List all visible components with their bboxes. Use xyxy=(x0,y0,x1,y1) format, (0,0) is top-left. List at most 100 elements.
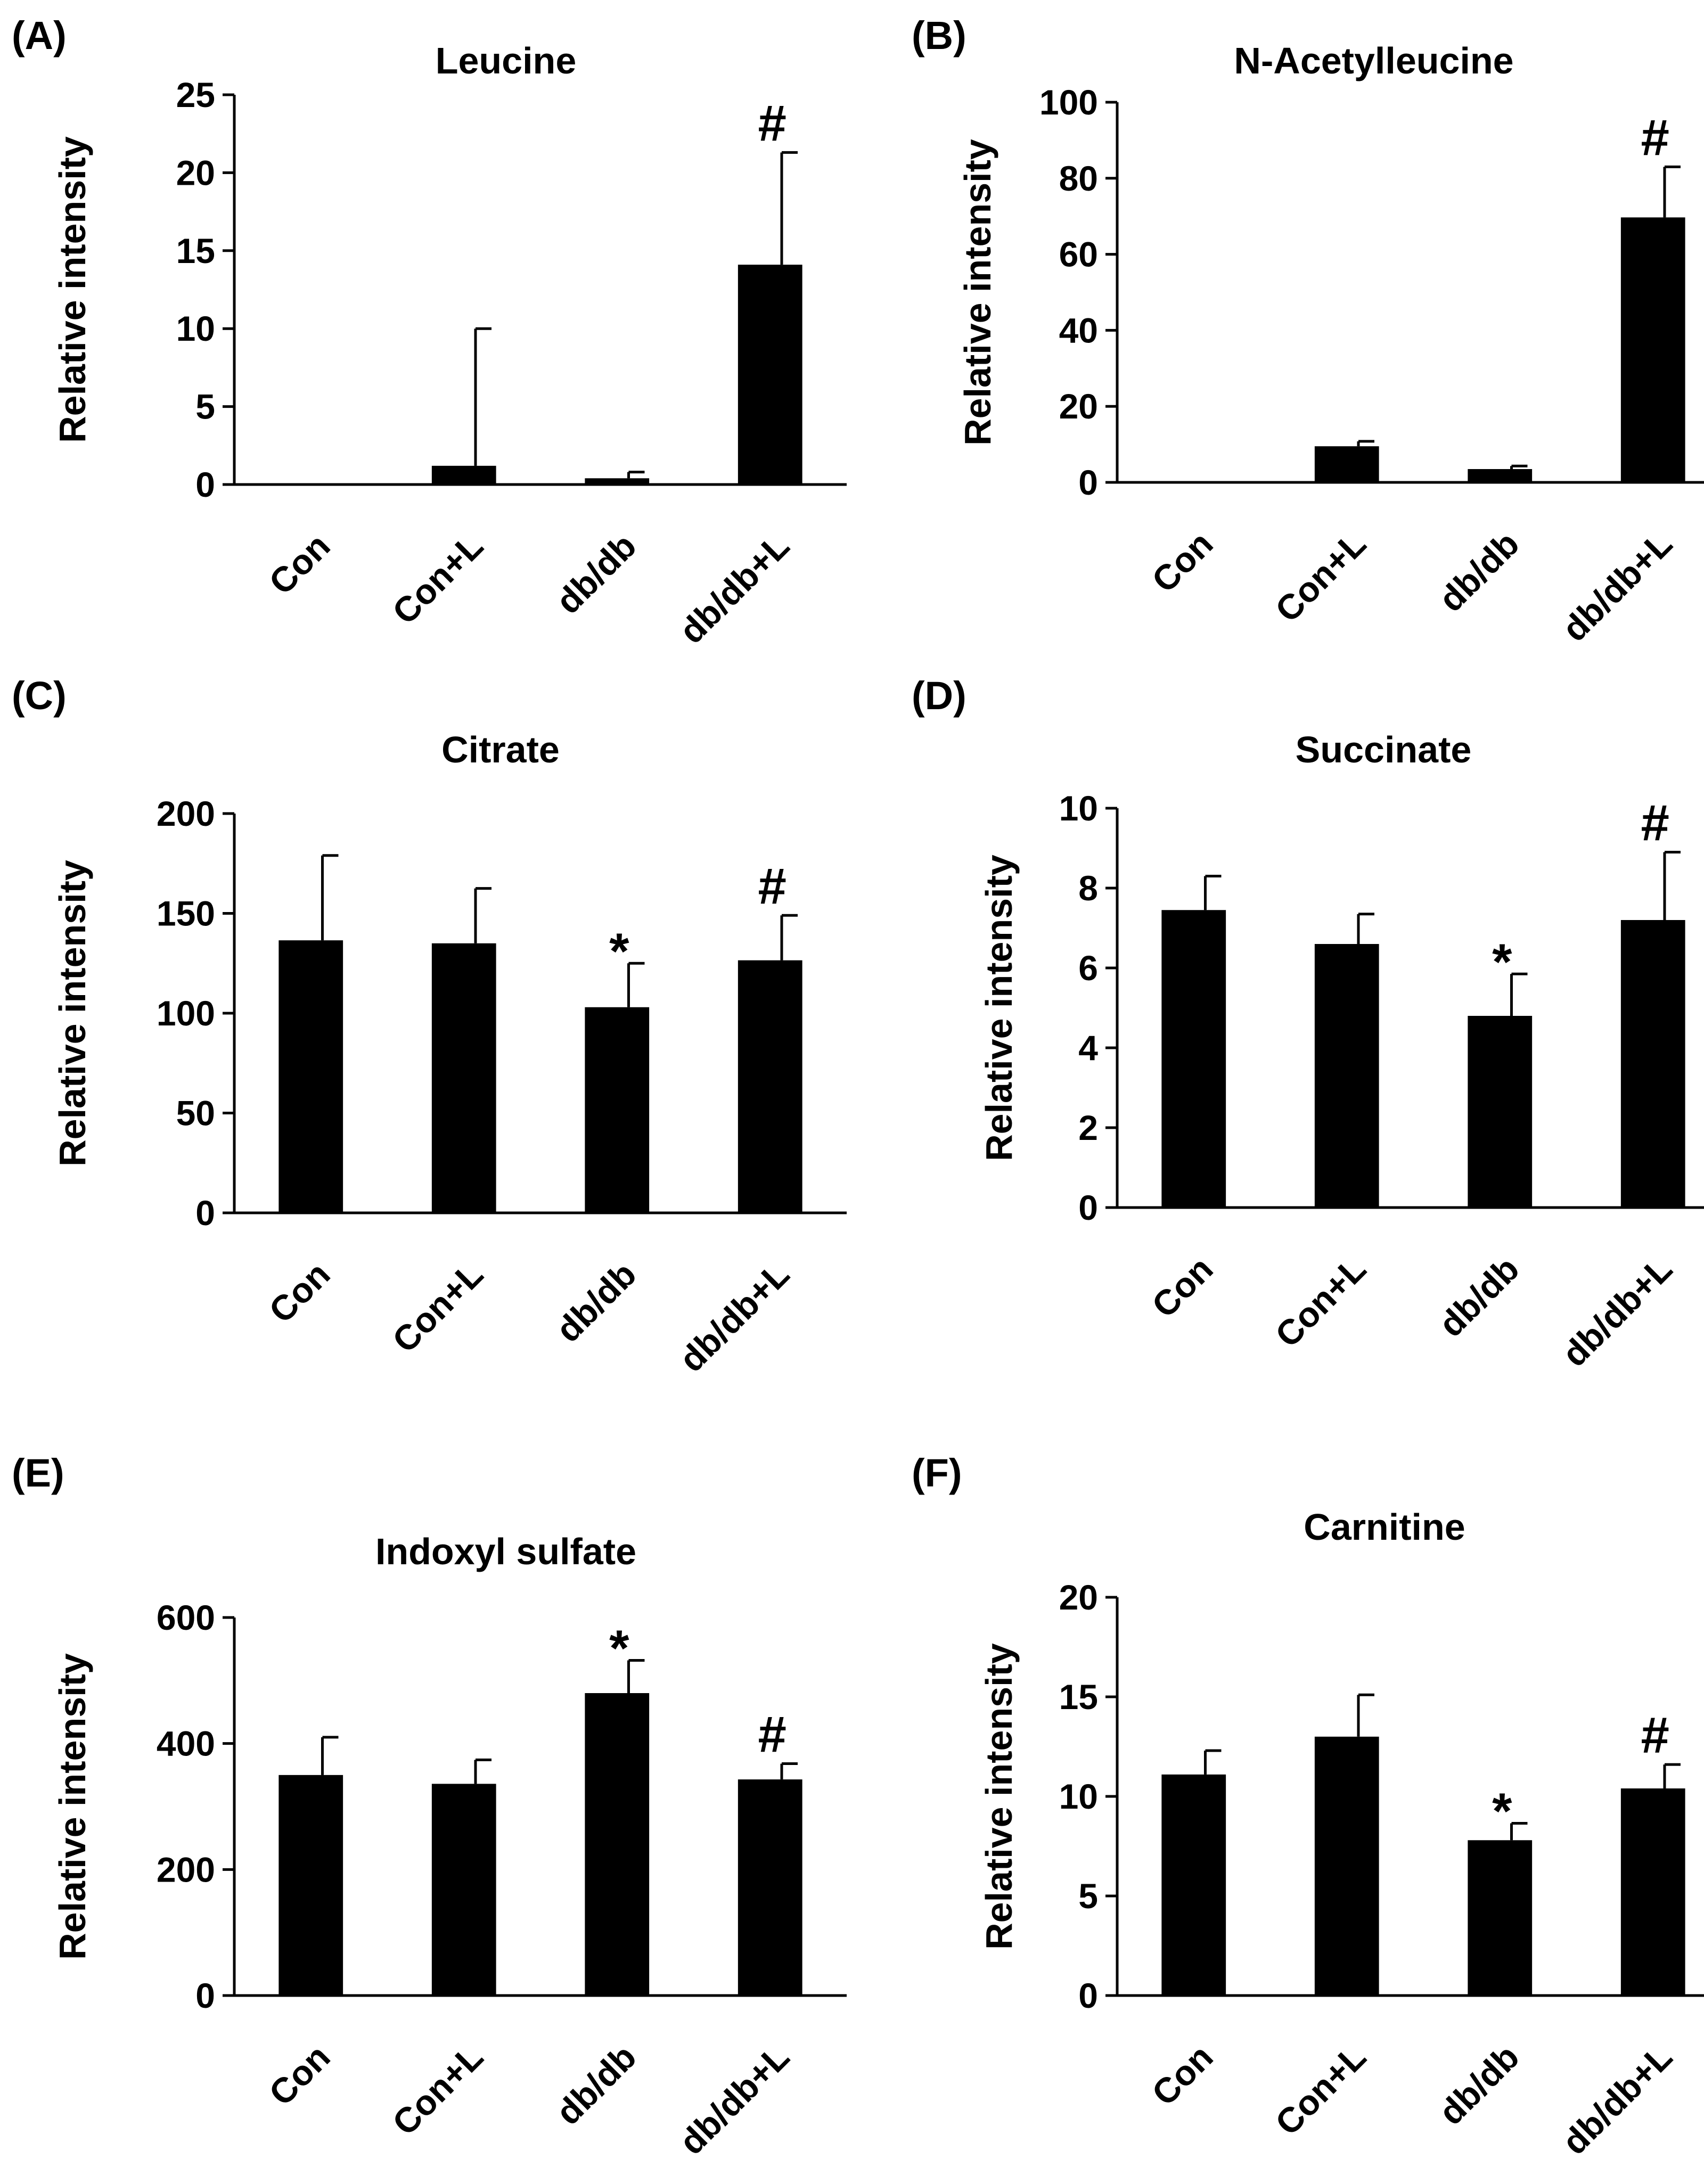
category-label: Con xyxy=(261,526,338,602)
y-tick-label: 0 xyxy=(195,1976,215,2015)
y-axis-label: Relative intensity xyxy=(52,860,93,1167)
y-tick-label: 2 xyxy=(1078,1108,1098,1147)
significance-hash: # xyxy=(758,1706,787,1763)
bar xyxy=(431,1784,496,1996)
category-label: Con+L xyxy=(1267,1249,1373,1355)
significance-star: * xyxy=(1492,933,1512,990)
y-tick-label: 200 xyxy=(157,794,215,833)
y-tick-label: 10 xyxy=(1059,789,1098,828)
bar xyxy=(1314,944,1379,1208)
category-label: Con+L xyxy=(1267,524,1373,630)
y-tick-label: 25 xyxy=(176,75,215,114)
y-tick-label: 40 xyxy=(1059,310,1098,350)
bar xyxy=(1620,1788,1685,1996)
significance-star: * xyxy=(609,923,629,980)
panel-label: (F) xyxy=(912,1451,962,1495)
category-label: Con+L xyxy=(384,1254,490,1360)
y-axis-label: Relative intensity xyxy=(978,855,1020,1161)
chart-title: N-Acetylleucine xyxy=(1234,40,1513,81)
chart-panel-3: (C) Citrate Relative intensity 0 50 100 150 200… xyxy=(12,674,847,1380)
y-tick-label: 60 xyxy=(1059,235,1098,274)
y-tick-label: 0 xyxy=(1078,463,1098,502)
y-tick-label: 4 xyxy=(1078,1028,1098,1068)
chart-title: Citrate xyxy=(441,729,560,770)
bar xyxy=(1468,1016,1533,1208)
y-axis-label: Relative intensity xyxy=(52,136,93,443)
category-label: db/db xyxy=(1431,1249,1526,1344)
chart-panel-1: (A) Leucine Relative intensity 0 5 10 15 20 25 Co… xyxy=(12,13,847,651)
panel-label: (C) xyxy=(12,674,67,718)
y-tick-label: 0 xyxy=(1078,1188,1098,1227)
y-axis-label: Relative intensity xyxy=(978,1643,1020,1950)
chart-panel-4: (D) Succinate Relative intensity 0 2 4 6 8 10 Con… xyxy=(912,674,1704,1374)
significance-hash: # xyxy=(1641,795,1669,852)
category-label: db/db xyxy=(548,2037,643,2132)
chart-panel-2: (B) N-Acetylleucine Relative intensity 0 20 4… xyxy=(912,13,1704,649)
bar xyxy=(1161,1774,1226,1996)
bar xyxy=(278,940,343,1213)
category-label: db/db+L xyxy=(1554,2037,1680,2162)
bar xyxy=(1314,446,1379,482)
panel-label: (A) xyxy=(12,13,67,58)
category-label: Con xyxy=(1144,1249,1220,1325)
category-label: db/db xyxy=(1431,2037,1526,2132)
y-tick-label: 20 xyxy=(1059,387,1098,426)
bar xyxy=(585,478,650,485)
significance-hash: # xyxy=(1641,109,1669,166)
category-label: db/db xyxy=(548,1254,643,1350)
bar xyxy=(1620,217,1685,482)
y-tick-label: 6 xyxy=(1078,948,1098,988)
panel-label: (D) xyxy=(912,674,966,718)
category-label: db/db+L xyxy=(671,2037,797,2162)
category-label: Con xyxy=(261,1254,338,1331)
bar xyxy=(1468,469,1533,482)
y-tick-label: 10 xyxy=(176,309,215,348)
bar xyxy=(1161,910,1226,1208)
category-label: db/db+L xyxy=(1554,524,1680,649)
bar xyxy=(278,1775,343,1996)
bar xyxy=(1620,920,1685,1208)
chart-title: Succinate xyxy=(1296,729,1472,770)
y-tick-label: 400 xyxy=(157,1724,215,1763)
y-tick-label: 15 xyxy=(1059,1677,1098,1717)
bar xyxy=(585,1007,650,1213)
bar xyxy=(431,465,496,485)
category-label: db/db+L xyxy=(671,1254,797,1380)
bar xyxy=(1314,1736,1379,1996)
category-label: Con+L xyxy=(1267,2037,1373,2143)
y-tick-label: 20 xyxy=(1059,1578,1098,1617)
y-tick-label: 100 xyxy=(157,994,215,1033)
category-label: db/db xyxy=(548,526,643,621)
y-tick-label: 0 xyxy=(195,1193,215,1233)
chart-title: Leucine xyxy=(436,40,577,81)
y-tick-label: 200 xyxy=(157,1850,215,1889)
bar xyxy=(738,960,802,1213)
significance-hash: # xyxy=(1641,1707,1669,1764)
y-tick-label: 0 xyxy=(195,465,215,504)
panel-label: (E) xyxy=(12,1451,64,1495)
y-tick-label: 100 xyxy=(1039,83,1098,122)
bar xyxy=(585,1693,650,1996)
y-tick-label: 50 xyxy=(176,1094,215,1133)
y-tick-label: 15 xyxy=(176,231,215,270)
y-tick-label: 5 xyxy=(1078,1876,1098,1916)
category-label: Con xyxy=(261,2037,338,2113)
y-tick-label: 600 xyxy=(157,1598,215,1637)
chart-title: Carnitine xyxy=(1304,1506,1465,1548)
bar xyxy=(431,943,496,1213)
bar xyxy=(738,1779,802,1996)
category-label: db/db+L xyxy=(671,526,797,651)
y-axis-label: Relative intensity xyxy=(957,139,998,446)
bar xyxy=(1161,481,1226,482)
category-label: db/db+L xyxy=(1554,1249,1680,1374)
category-label: Con+L xyxy=(384,2037,490,2143)
panel-label: (B) xyxy=(912,13,966,58)
chart-panel-6: (F) Carnitine Relative intensity 0 5 10 15 20 Co… xyxy=(912,1451,1704,2162)
y-tick-label: 80 xyxy=(1059,159,1098,198)
y-tick-label: 20 xyxy=(176,153,215,192)
y-tick-label: 150 xyxy=(157,894,215,933)
bar xyxy=(738,265,802,485)
bar xyxy=(1468,1840,1533,1996)
significance-hash: # xyxy=(758,858,787,915)
